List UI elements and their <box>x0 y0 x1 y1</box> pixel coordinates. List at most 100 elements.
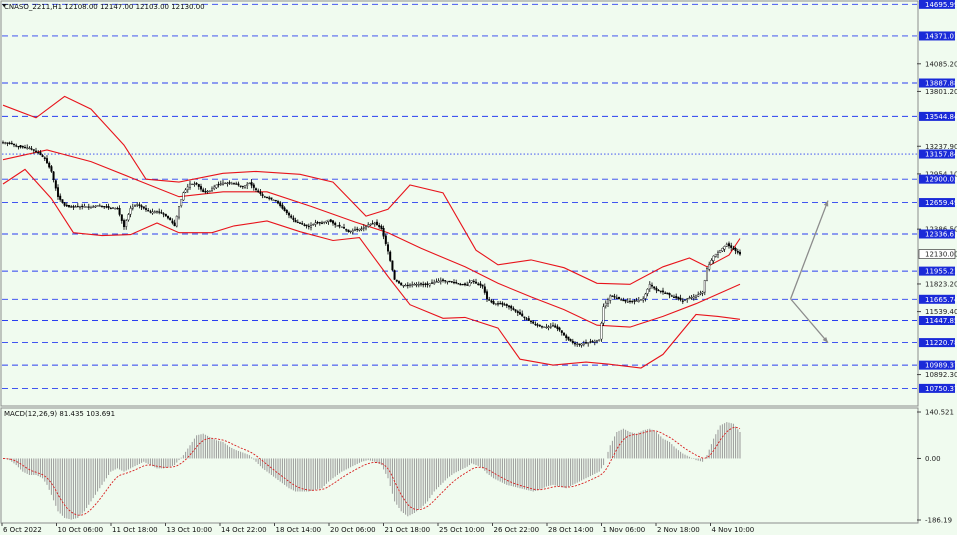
candle-body <box>367 224 370 227</box>
level-price-tag: 12336.61 <box>919 229 957 239</box>
candle-body <box>15 145 18 147</box>
time-tick-label: 20 Oct 06:00 <box>330 526 376 534</box>
macd-pane-frame <box>0 407 919 524</box>
candle-body <box>312 224 315 226</box>
level-tag-box <box>919 174 955 184</box>
level-price-tag: 13157.84 <box>919 149 957 159</box>
candle-body <box>358 228 361 231</box>
level-tag-box <box>919 338 955 348</box>
candle-body <box>633 300 636 302</box>
macd-axis: 140.521 0.00 -186.19 <box>917 409 954 525</box>
candle-body <box>560 330 563 333</box>
candle-body <box>173 222 176 227</box>
candle-body <box>114 208 117 210</box>
candle-body <box>642 298 645 301</box>
candle-body <box>409 284 412 286</box>
candle-body <box>378 225 381 228</box>
candle-body <box>336 225 339 227</box>
candle-body <box>133 205 136 207</box>
candle-body <box>296 221 299 224</box>
candle-body <box>17 146 20 148</box>
projection-arrows <box>789 200 829 344</box>
candle-body <box>35 150 38 152</box>
level-tag-text: 12336.61 <box>925 230 957 238</box>
candle-body <box>670 295 673 297</box>
arrow-head-icon <box>822 336 828 343</box>
candle-body <box>481 284 484 287</box>
candle-body <box>547 326 550 328</box>
time-tick-label: 25 Oct 10:00 <box>439 526 485 534</box>
candle-body <box>147 210 150 212</box>
candle-body <box>175 215 178 227</box>
candle-body <box>739 251 742 255</box>
candle-body <box>354 229 357 231</box>
candle-body <box>59 195 62 200</box>
candle-body <box>57 187 60 197</box>
candle-body <box>644 293 647 299</box>
candle-body <box>254 188 257 191</box>
candle-body <box>475 281 478 284</box>
candle-body <box>8 142 11 144</box>
candle-body <box>512 308 515 310</box>
candle-body <box>510 305 513 309</box>
candle-body <box>219 183 222 185</box>
candle-body <box>250 182 253 186</box>
level-price-tag: 14371.01 <box>919 31 957 41</box>
level-tag-box <box>919 294 955 304</box>
candle-body <box>365 225 368 229</box>
candle-body <box>580 343 583 346</box>
candle-body <box>582 343 585 345</box>
candle-body <box>677 296 680 300</box>
current-price-text: 12130.00 <box>925 251 957 259</box>
candle-body <box>505 304 508 306</box>
candle-body <box>684 299 687 301</box>
level-tag-box <box>919 31 955 41</box>
candle-body <box>437 280 440 283</box>
candle-body <box>706 268 709 282</box>
level-tag-text: 11447.85 <box>925 317 957 325</box>
candle-body <box>138 204 141 206</box>
candle-body <box>593 340 596 343</box>
candle-body <box>356 228 359 231</box>
candle-body <box>21 145 24 148</box>
level-tag-box <box>919 78 955 88</box>
level-price-tag: 11955.21 <box>919 266 957 276</box>
candle-body <box>585 342 588 344</box>
candle-body <box>549 326 552 328</box>
candle-body <box>503 304 506 306</box>
candle-body <box>164 213 167 217</box>
candle-body <box>37 151 40 154</box>
level-tag-text: 12900.03 <box>925 176 957 184</box>
candle-body <box>39 152 42 156</box>
level-tag-box <box>919 0 955 9</box>
candle-body <box>237 183 240 186</box>
candle-body <box>248 182 251 185</box>
candle-body <box>107 206 110 208</box>
candle-body <box>611 295 614 297</box>
candle-body <box>94 205 97 208</box>
candle-body <box>169 217 172 221</box>
candle-body <box>360 228 363 230</box>
candle-body <box>486 291 489 300</box>
candle-body <box>492 301 495 304</box>
candle-body <box>521 313 524 317</box>
time-tick-label: 11 Oct 18:00 <box>112 526 158 534</box>
candle-body <box>89 207 92 209</box>
candle-body <box>283 207 286 211</box>
candle-body <box>468 282 471 287</box>
candle-body <box>688 297 691 299</box>
candle-body <box>186 186 189 190</box>
candle-body <box>32 149 35 151</box>
candle-body <box>640 299 643 301</box>
candle-body <box>569 339 572 342</box>
candle-body <box>118 208 121 215</box>
candle-body <box>149 211 152 213</box>
candle-body <box>136 204 139 206</box>
candle-body <box>98 205 101 207</box>
level-tag-box <box>919 229 955 239</box>
candle-body <box>448 280 451 283</box>
level-tag-text: 11665.74 <box>925 296 957 304</box>
candle-body <box>92 206 95 209</box>
candle-body <box>46 158 49 164</box>
